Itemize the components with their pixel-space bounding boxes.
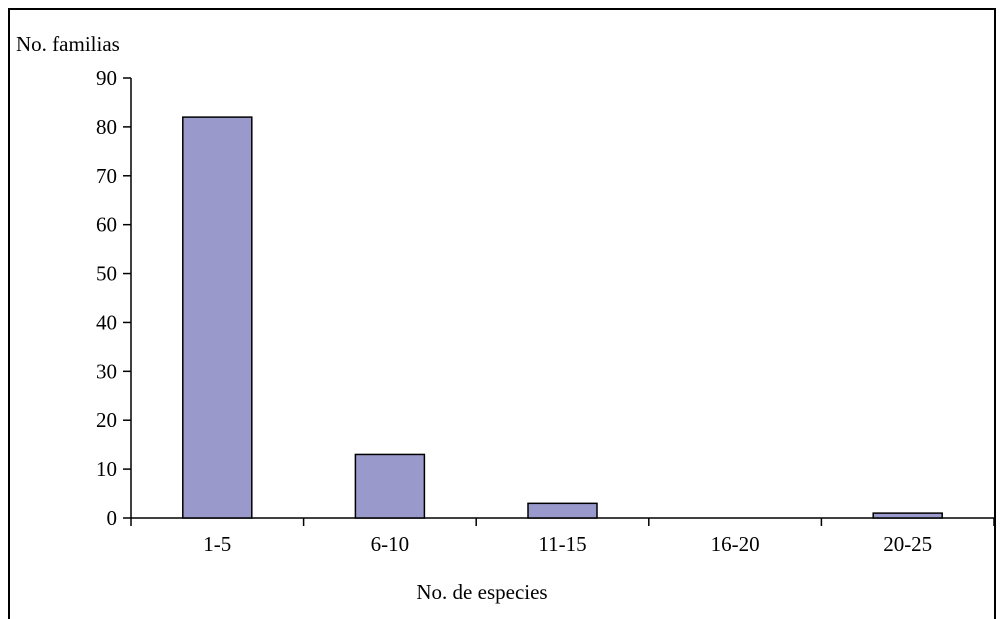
y-tick-label: 70 — [96, 164, 117, 188]
y-tick-label: 90 — [96, 66, 117, 90]
x-axis-title: No. de especies — [416, 580, 547, 604]
bar — [182, 116, 253, 519]
y-tick-label: 0 — [107, 506, 118, 530]
y-tick-label: 50 — [96, 262, 117, 286]
x-tick-label: 11-15 — [538, 532, 586, 556]
bar — [872, 512, 943, 519]
y-tick-label: 30 — [96, 359, 117, 383]
x-tick-label: 6-10 — [371, 532, 410, 556]
x-tick-label: 1-5 — [203, 532, 231, 556]
y-tick-label: 60 — [96, 213, 117, 237]
y-axis-title: No. familias — [16, 32, 120, 56]
y-tick-label: 80 — [96, 115, 117, 139]
x-tick-label: 16-20 — [711, 532, 760, 556]
x-tick-label: 20-25 — [883, 532, 932, 556]
y-tick-label: 10 — [96, 457, 117, 481]
bar — [354, 453, 426, 519]
plot-area: 0 10 20 30 40 50 60 70 80 90 1-5 6-10 11-15 16-20 20-2… — [96, 66, 995, 556]
bar — [527, 502, 598, 519]
chart-frame — [8, 8, 996, 619]
y-tick-label: 40 — [96, 310, 117, 334]
y-tick-label: 20 — [96, 408, 117, 432]
